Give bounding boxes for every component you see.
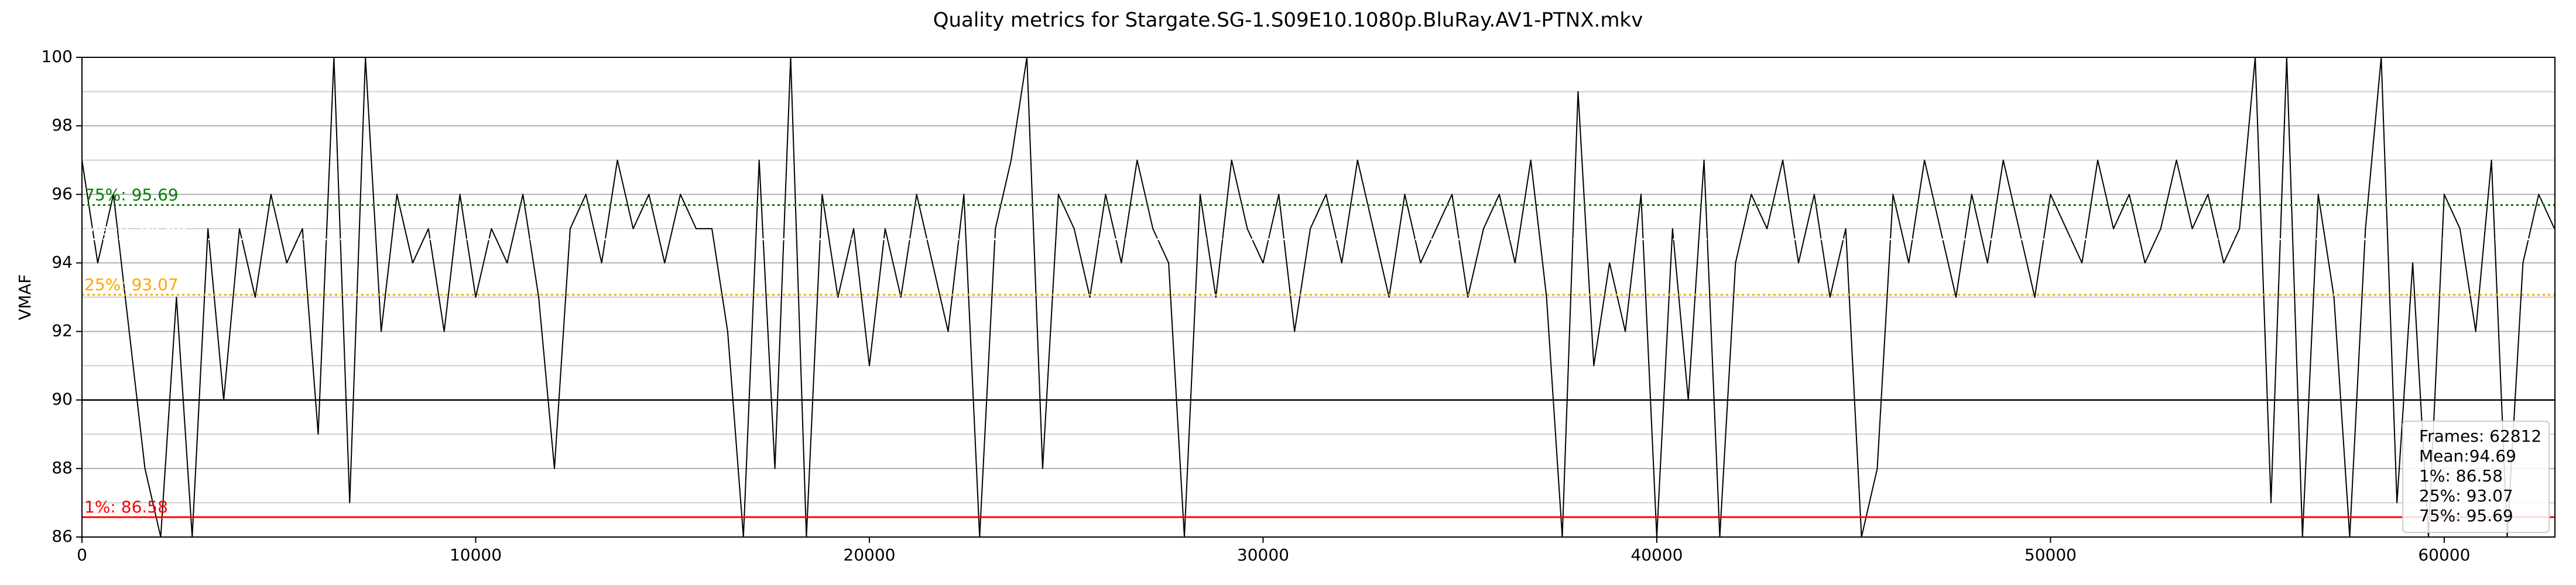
y-tick-label: 86 [52, 526, 73, 546]
x-tick-label: 0 [77, 545, 87, 565]
x-tick-label: 60000 [2418, 545, 2470, 565]
y-tick-label: 88 [52, 458, 73, 477]
y-tick-label: 90 [52, 390, 73, 409]
stat-label: 25%: 93.07 [84, 275, 179, 294]
x-tick-label: 50000 [2025, 545, 2077, 565]
x-tick-label: 30000 [1237, 545, 1289, 565]
chart-title: Quality metrics for Stargate.SG-1.S09E10… [933, 9, 1643, 32]
plot-area [82, 57, 2555, 537]
y-tick-label: 100 [42, 47, 73, 66]
x-tick-label: 40000 [1630, 545, 1683, 565]
y-tick-label: 96 [52, 184, 73, 203]
y-tick-label: 92 [52, 321, 73, 340]
plot-frame [81, 57, 2556, 538]
x-tick-label: 10000 [450, 545, 502, 565]
info-box [2402, 421, 2550, 533]
info-text: Frames: 62812 [2419, 426, 2541, 446]
data-line [82, 57, 2555, 537]
y-tick-label: 98 [52, 115, 73, 135]
stat-label: 75%: 95.69 [84, 185, 179, 204]
stat-label: Mean: 94.69 [84, 219, 187, 239]
info-text: 1%: 86.58 [2419, 466, 2503, 486]
info-text: Mean:94.69 [2419, 446, 2516, 466]
info-text: 75%: 95.69 [2419, 506, 2513, 525]
y-axis-label: VMAF [15, 274, 35, 321]
info-text: 25%: 93.07 [2419, 486, 2513, 505]
stat-label: 1%: 86.58 [84, 497, 168, 517]
x-tick-label: 20000 [843, 545, 895, 565]
y-tick-label: 94 [52, 252, 73, 271]
